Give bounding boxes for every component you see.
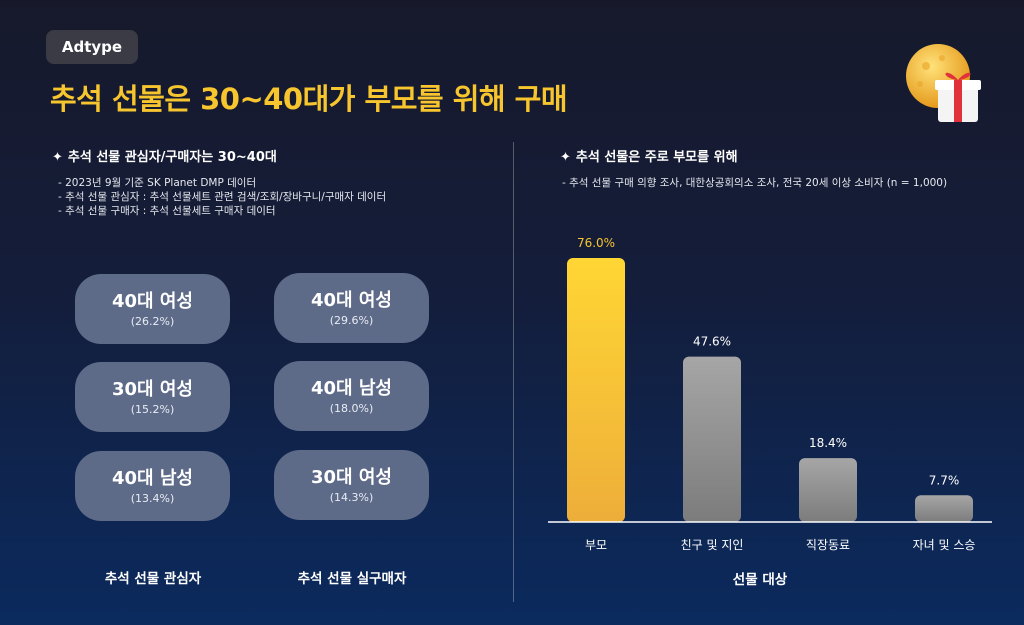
page-title: 추석 선물은 30~40대가 부모를 위해 구매 bbox=[50, 82, 568, 116]
buyer-column-label: 추석 선물 실구매자 bbox=[297, 571, 407, 587]
bar-3 bbox=[915, 495, 973, 522]
interest-pill: 30대 여성 (15.2%) bbox=[75, 362, 230, 432]
pill-percent: (14.3%) bbox=[329, 490, 374, 504]
pill-label: 40대 여성 bbox=[112, 290, 193, 312]
note-line: - 2023년 9월 기준 SK Planet DMP 데이터 bbox=[58, 177, 257, 189]
note-line: - 추석 선물 관심자 : 추석 선물세트 관련 검색/조회/장바구니/구매자 … bbox=[58, 191, 387, 203]
pill-percent: (18.0%) bbox=[329, 401, 374, 415]
left-section-heading: ✦ 추석 선물 관심자/구매자는 30~40대 bbox=[52, 150, 277, 165]
bar-0 bbox=[567, 258, 625, 522]
gift-target-bar-chart: 76.0% 부모 47.6% 친구 및 지인 18.4% 직장동료 7.7% 자녀 및 스승 bbox=[548, 236, 992, 552]
buyer-pill: 40대 여성 (29.6%) bbox=[274, 273, 429, 343]
interest-pill: 40대 여성 (26.2%) bbox=[75, 274, 230, 344]
buyer-pill: 40대 남성 (18.0%) bbox=[274, 361, 429, 431]
interest-pill: 40대 남성 (13.4%) bbox=[75, 451, 230, 521]
category-label-1: 친구 및 지인 bbox=[681, 538, 744, 552]
category-label-3: 자녀 및 스승 bbox=[913, 538, 976, 552]
left-notes: - 2023년 9월 기준 SK Planet DMP 데이터 - 추석 선물 … bbox=[58, 176, 386, 218]
pill-label: 30대 여성 bbox=[311, 466, 392, 488]
right-note: - 추석 선물 구매 의향 조사, 대한상공회의소 조사, 전국 20세 이상 … bbox=[562, 177, 948, 189]
bar-1 bbox=[683, 356, 741, 522]
pill-label: 40대 남성 bbox=[112, 467, 193, 489]
pill-percent: (29.6%) bbox=[329, 313, 374, 327]
buyer-pill: 30대 여성 (14.3%) bbox=[274, 450, 429, 520]
brand-badge: Adtype bbox=[46, 30, 138, 64]
pill-percent: (15.2%) bbox=[130, 402, 175, 416]
pill-percent: (13.4%) bbox=[130, 491, 175, 505]
category-label-2: 직장동료 bbox=[806, 538, 850, 552]
sparkle-icon: ✦ bbox=[560, 150, 571, 165]
sparkle-icon: ✦ bbox=[52, 150, 63, 165]
data-label-1: 47.6% bbox=[693, 335, 731, 349]
pill-label: 40대 여성 bbox=[311, 289, 392, 311]
interest-column-label: 추석 선물 관심자 bbox=[104, 571, 202, 587]
data-label-0: 76.0% bbox=[577, 236, 615, 250]
data-label-2: 18.4% bbox=[809, 436, 847, 450]
bar-2 bbox=[799, 458, 857, 522]
right-section-heading: ✦ 추석 선물은 주로 부모를 위해 bbox=[560, 150, 738, 165]
x-axis-title: 선물 대상 bbox=[732, 572, 788, 588]
moon-gift-icon bbox=[906, 44, 981, 122]
data-label-3: 7.7% bbox=[929, 473, 960, 487]
pill-label: 40대 남성 bbox=[311, 377, 392, 399]
category-label-0: 부모 bbox=[585, 538, 607, 552]
pill-percent: (26.2%) bbox=[130, 314, 175, 328]
pill-label: 30대 여성 bbox=[112, 378, 193, 400]
section-divider bbox=[513, 142, 514, 602]
note-line: - 추석 선물 구매자 : 추석 선물세트 구매자 데이터 bbox=[58, 205, 276, 217]
